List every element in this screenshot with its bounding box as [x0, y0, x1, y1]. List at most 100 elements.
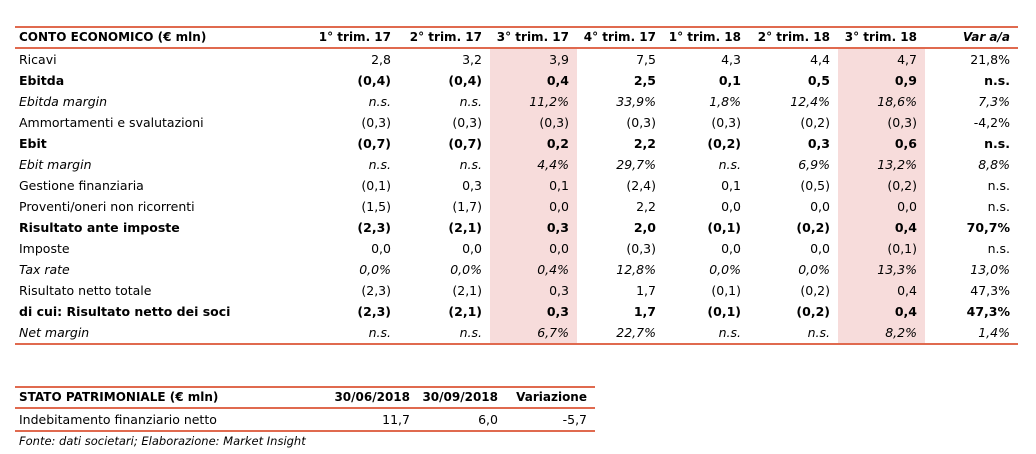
table-cell: n.s. [292, 322, 399, 345]
table-cell: 0,0 [371, 241, 391, 256]
table-cell: 3,2 [462, 52, 482, 67]
row-label: Ebitda margin [19, 94, 108, 109]
table-cell: (0,2) [800, 115, 830, 130]
table-cell: 0,3 [490, 217, 577, 238]
table-cell: 2,8 [371, 52, 391, 67]
table-cell: (2,1) [452, 283, 482, 298]
table-cell: 7,3% [978, 94, 1010, 109]
table-cell: 0,3 [807, 136, 830, 151]
row-label: Ammortamenti e svalutazioni [19, 115, 204, 130]
table-cell: (0,4) [357, 73, 391, 88]
table-cell: 6,0 [418, 408, 506, 432]
table-cell: 0,4% [490, 259, 577, 280]
table-cell: 0,0 [490, 238, 577, 259]
conto-economico-body: Ricavi 2,8 3,2 3,9 7,5 4,3 4,4 4,7 21,8% Ebitda (0… [15, 48, 1018, 345]
table-cell: 6,7% [490, 322, 577, 345]
table-cell: n.s. [749, 322, 838, 345]
table-cell: n.s. [987, 241, 1010, 256]
table-cell: 0,0 [490, 196, 577, 217]
table-cell: (0,1) [707, 304, 741, 319]
table-cell: -5,7 [506, 408, 595, 432]
table-cell: 1,7 [633, 304, 656, 319]
table-cell: 21,8% [970, 52, 1010, 67]
stato-patrimoniale-header-row: STATO PATRIMONIALE (€ mln) 30/06/2018 30… [15, 386, 595, 409]
column-header: 4° trim. 17 [577, 26, 664, 49]
table-cell: 8,8% [978, 157, 1010, 172]
table-cell: 0,2 [490, 133, 577, 154]
table-cell: (2,3) [357, 220, 391, 235]
table-cell: 0,0 [721, 241, 741, 256]
table-cell: (0,3) [361, 115, 391, 130]
table-cell: 0,4 [838, 280, 925, 301]
column-header: Variazione [506, 386, 595, 409]
table-cell: (1,7) [452, 199, 482, 214]
table-cell: 13,2% [838, 154, 925, 175]
table-cell: 47,3% [966, 304, 1010, 319]
table-cell: n.s. [984, 136, 1010, 151]
table-cell: (0,2) [838, 175, 925, 196]
row-label: Ricavi [19, 52, 57, 67]
table-cell: 0,0% [709, 262, 741, 277]
table-cell: 12,4% [790, 94, 830, 109]
table-cell: 11,2% [490, 91, 577, 112]
row-label: Net margin [15, 322, 292, 345]
source-note: Fonte: dati societari; Elaborazione: Mar… [19, 434, 306, 448]
table-cell: 0,4 [838, 217, 925, 238]
column-header: Var a/a [925, 26, 1018, 49]
table-cell: 47,3% [970, 283, 1010, 298]
table-row: Tax rate 0,0% 0,0% 0,4% 12,8% 0,0% 0,0% 13,3% 13… [15, 259, 1018, 280]
table-cell: 11,7 [320, 408, 418, 432]
row-label: Risultato netto totale [19, 283, 152, 298]
table-row: Ammortamenti e svalutazioni (0,3) (0,3) (0,… [15, 112, 1018, 133]
table-cell: (0,2) [800, 283, 830, 298]
row-label: Tax rate [19, 262, 70, 277]
table-cell: (0,2) [707, 136, 741, 151]
table-cell: (0,7) [448, 136, 482, 151]
table-cell: (0,7) [357, 136, 391, 151]
table-cell: (2,1) [448, 220, 482, 235]
row-label: Proventi/oneri non ricorrenti [19, 199, 195, 214]
table-row: Net margin n.s. n.s. 6,7% 22,7% n.s. n.s. 8,2% 1… [15, 322, 1018, 345]
table-cell: (0,3) [490, 112, 577, 133]
table-cell: 13,3% [838, 259, 925, 280]
column-header: 1° trim. 17 [292, 26, 399, 49]
table-cell: n.s. [718, 157, 741, 172]
table-cell: 13,0% [970, 262, 1010, 277]
row-label: Ebit [19, 136, 47, 151]
table-cell: n.s. [987, 178, 1010, 193]
table-cell: 2,2 [633, 136, 656, 151]
table-cell: 0,0 [462, 241, 482, 256]
table-cell: 0,9 [838, 70, 925, 91]
table-cell: (2,4) [626, 178, 656, 193]
table-cell: 4,4% [490, 154, 577, 175]
table-cell: n.s. [399, 322, 490, 345]
table-row: di cui: Risultato netto dei soci (2,3) (2,… [15, 301, 1018, 322]
stato-patrimoniale-table: STATO PATRIMONIALE (€ mln) 30/06/2018 30… [15, 386, 595, 432]
column-header: 30/06/2018 [320, 386, 418, 409]
column-header: 2° trim. 17 [399, 26, 490, 49]
table-row: Risultato ante imposte (2,3) (2,1) 0,3 2,0 (0… [15, 217, 1018, 238]
table-cell: n.s. [459, 94, 482, 109]
table-cell: (0,3) [626, 241, 656, 256]
row-label: Indebitamento finanziario netto [15, 408, 320, 432]
column-header: 30/09/2018 [418, 386, 506, 409]
table-cell: n.s. [368, 157, 391, 172]
table-row: Proventi/oneri non ricorrenti (1,5) (1,7) 0… [15, 196, 1018, 217]
table-cell: 0,0% [450, 262, 482, 277]
table-cell: (0,2) [796, 220, 830, 235]
row-label: Gestione finanziaria [19, 178, 144, 193]
table-cell: 0,0 [810, 241, 830, 256]
table-cell: 0,0 [810, 199, 830, 214]
table-cell: 0,4 [838, 301, 925, 322]
table-cell: 0,0 [721, 199, 741, 214]
table-cell: (0,1) [838, 238, 925, 259]
table-cell: n.s. [459, 157, 482, 172]
column-header: CONTO ECONOMICO (€ mln) [15, 26, 292, 49]
column-header: 3° trim. 18 [838, 26, 925, 49]
table-cell: 70,7% [966, 220, 1010, 235]
table-cell: n.s. [368, 94, 391, 109]
table-cell: (0,4) [448, 73, 482, 88]
conto-economico-header-row: CONTO ECONOMICO (€ mln) 1° trim. 17 2° t… [15, 26, 1018, 49]
table-row: Ebitda margin n.s. n.s. 11,2% 33,9% 1,8% 12,4%… [15, 91, 1018, 112]
table-cell: 12,8% [616, 262, 656, 277]
